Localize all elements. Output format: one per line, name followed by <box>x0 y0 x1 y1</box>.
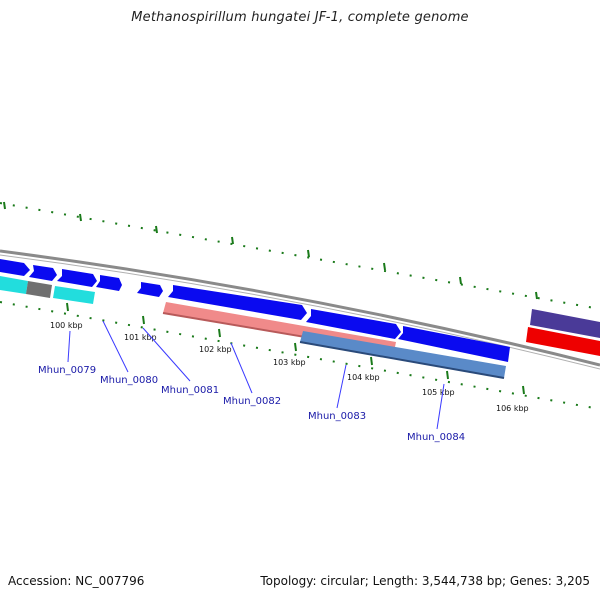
feature-cyan[interactable] <box>53 286 95 304</box>
tick-label: 100 kbp <box>50 321 83 330</box>
cds-arrow[interactable] <box>137 282 163 297</box>
outer-major-ticks <box>3 201 538 300</box>
outer-tick-ring <box>0 201 600 310</box>
cds-arrow[interactable] <box>0 259 30 276</box>
feature-track-steelblue <box>299 331 506 379</box>
feature-steelblue[interactable] <box>300 331 506 378</box>
feature-cyan[interactable] <box>0 276 28 294</box>
cds-arrow[interactable] <box>29 265 57 281</box>
cds-arrow[interactable] <box>398 326 510 362</box>
tick-label: 105 kbp <box>422 388 455 397</box>
cds-arrow[interactable] <box>96 275 122 291</box>
tick-label: 106 kbp <box>496 404 529 413</box>
tick-label: 102 kbp <box>199 345 232 354</box>
gene-labels: Mhun_0079 Mhun_0080 Mhun_0081 Mhun_0082 … <box>38 365 465 443</box>
inner-major-ticks <box>66 302 525 395</box>
gene-label[interactable]: Mhun_0084 <box>407 432 465 443</box>
tick-label: 101 kbp <box>124 333 157 342</box>
feature-slate[interactable] <box>530 309 600 338</box>
tick-labels: 100 kbp 101 kbp 102 kbp 103 kbp 104 kbp … <box>50 321 529 413</box>
feature-gray[interactable] <box>26 281 52 298</box>
map-title: Methanospirillum hungatei JF-1, complete… <box>131 10 469 25</box>
cds-arrow[interactable] <box>57 269 97 287</box>
genome-backbone <box>0 249 600 370</box>
gene-label[interactable]: Mhun_0083 <box>308 411 366 422</box>
feature-red[interactable] <box>526 327 600 356</box>
genome-summary-text: Topology: circular; Length: 3,544,738 bp… <box>260 574 590 588</box>
inner-tick-ring <box>0 301 600 410</box>
gene-label[interactable]: Mhun_0082 <box>223 396 281 407</box>
tick-label: 103 kbp <box>273 358 306 367</box>
gene-label[interactable]: Mhun_0080 <box>100 375 158 386</box>
gene-leader-lines <box>67 320 445 430</box>
tick-label: 104 kbp <box>347 373 380 382</box>
gene-label[interactable]: Mhun_0079 <box>38 365 96 376</box>
cds-arrow[interactable] <box>306 309 401 339</box>
gene-label[interactable]: Mhun_0081 <box>161 385 219 396</box>
feature-track-right <box>526 309 600 356</box>
cds-forward-track <box>0 259 510 362</box>
accession-text: Accession: NC_007796 <box>8 574 145 588</box>
cds-arrow[interactable] <box>168 285 307 320</box>
feature-track-cyan <box>0 276 95 304</box>
